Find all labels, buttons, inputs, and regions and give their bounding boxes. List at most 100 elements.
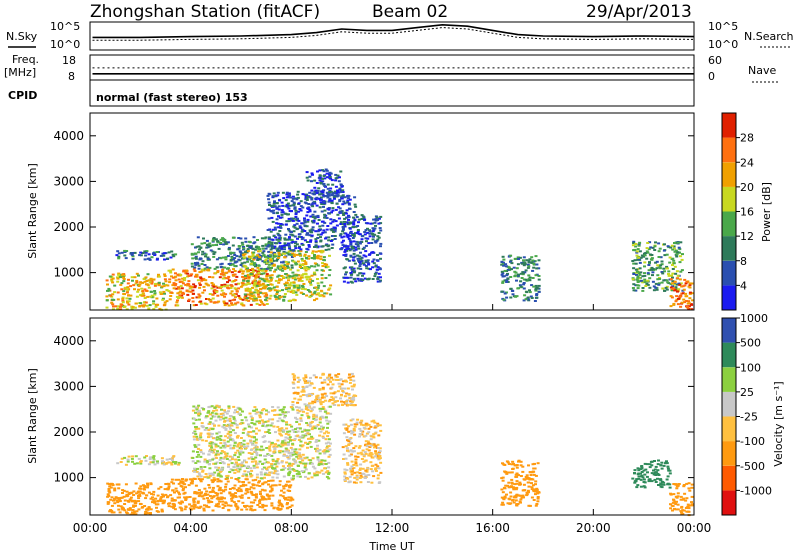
heatmap-cell — [263, 259, 267, 262]
heatmap-cell — [211, 449, 215, 452]
heatmap-cell — [212, 495, 216, 498]
heatmap-cell — [302, 377, 306, 380]
heatmap-cell — [632, 273, 636, 275]
heatmap-cell — [237, 295, 241, 297]
heatmap-cell — [323, 216, 326, 219]
heatmap-cell — [315, 196, 319, 199]
heatmap-cell — [216, 496, 220, 499]
heatmap-cell — [376, 443, 380, 446]
heatmap-cell — [306, 432, 310, 435]
heatmap-cell — [269, 479, 273, 482]
heatmap-cell — [195, 408, 199, 411]
heatmap-cell — [281, 450, 285, 453]
heatmap-cell — [250, 426, 254, 429]
heatmap-cell — [635, 284, 639, 287]
heatmap-cell — [351, 431, 355, 434]
heatmap-cell — [196, 236, 200, 239]
heatmap-cell — [190, 273, 194, 276]
heatmap-cell — [655, 260, 659, 263]
heatmap-cell — [662, 249, 666, 252]
heatmap-cell — [323, 378, 327, 381]
heatmap-cell — [283, 443, 287, 446]
heatmap-cell — [125, 512, 129, 515]
heatmap-cell — [266, 453, 270, 456]
heatmap-cell — [232, 293, 236, 296]
heatmap-cell — [228, 437, 232, 439]
heatmap-cell — [213, 471, 217, 474]
heatmap-cell — [201, 278, 205, 281]
heatmap-cell — [188, 287, 192, 290]
heatmap-cell — [641, 275, 645, 278]
heatmap-cell — [304, 475, 307, 478]
heatmap-cell — [285, 191, 289, 194]
heatmap-cell — [278, 238, 282, 241]
heatmap-cell — [354, 243, 358, 246]
heatmap-cell — [325, 419, 329, 422]
heatmap-cell — [232, 274, 236, 277]
heatmap-cell — [138, 254, 142, 257]
heatmap-cell — [172, 506, 176, 509]
heatmap-cell — [271, 467, 274, 469]
heatmap-cell — [245, 257, 249, 260]
heatmap-cell — [291, 442, 295, 445]
heatmap-cell — [230, 438, 234, 441]
heatmap-cell — [223, 504, 227, 507]
heatmap-cell — [530, 496, 534, 499]
heatmap-cell — [264, 244, 268, 247]
heatmap-cell — [309, 215, 313, 218]
heatmap-cell — [292, 459, 296, 462]
heatmap-cell — [324, 248, 328, 251]
heatmap-cell — [213, 406, 217, 409]
heatmap-cell — [176, 273, 180, 276]
heatmap-cell — [281, 211, 285, 214]
heatmap-cell — [290, 200, 294, 203]
freq-left-tick-high: 18 — [62, 54, 76, 67]
heatmap-cell — [267, 495, 271, 498]
heatmap-cell — [651, 271, 655, 274]
heatmap-cell — [501, 503, 505, 506]
heatmap-cell — [314, 215, 318, 218]
heatmap-cell — [294, 435, 298, 438]
heatmap-cell — [208, 293, 212, 295]
heatmap-cell — [271, 251, 275, 254]
heatmap-cell — [254, 412, 258, 415]
heatmap-cell — [229, 287, 233, 289]
heatmap-cell — [355, 478, 359, 481]
heatmap-cell — [163, 278, 167, 281]
heatmap-cell — [257, 264, 261, 267]
heatmap-cell — [239, 488, 243, 491]
heatmap-cell — [279, 216, 282, 219]
heatmap-cell — [187, 298, 191, 301]
heatmap-cell — [194, 262, 197, 264]
heatmap-cell — [360, 476, 364, 479]
heatmap-cell — [344, 445, 348, 448]
heatmap-cell — [258, 502, 262, 505]
heatmap-cell — [366, 237, 370, 240]
heatmap-cell — [298, 423, 301, 426]
heatmap-cell — [230, 422, 234, 424]
heatmap-cell — [295, 472, 299, 475]
heatmap-cell — [635, 254, 639, 257]
heatmap-cell — [283, 450, 287, 453]
heatmap-cell — [208, 413, 212, 416]
heatmap-cell — [284, 284, 288, 287]
heatmap-cell — [112, 305, 115, 308]
heatmap-cell — [256, 289, 260, 292]
heatmap-cell — [128, 507, 132, 510]
heatmap-cell — [204, 494, 208, 496]
heatmap-cell — [267, 411, 271, 414]
colorbar-tick-label: 24 — [740, 156, 754, 169]
heatmap-cell — [301, 236, 305, 239]
heatmap-cell — [227, 263, 231, 265]
heatmap-cell — [311, 229, 315, 232]
heatmap-cell — [317, 219, 321, 221]
heatmap-cell — [205, 266, 209, 269]
heatmap-cell — [131, 460, 134, 463]
heatmap-cell — [328, 172, 331, 175]
heatmap-cell — [263, 268, 267, 270]
heatmap-cell — [654, 261, 658, 264]
heatmap-cell — [341, 203, 345, 206]
heatmap-cell — [247, 457, 251, 460]
heatmap-cell — [207, 463, 211, 465]
